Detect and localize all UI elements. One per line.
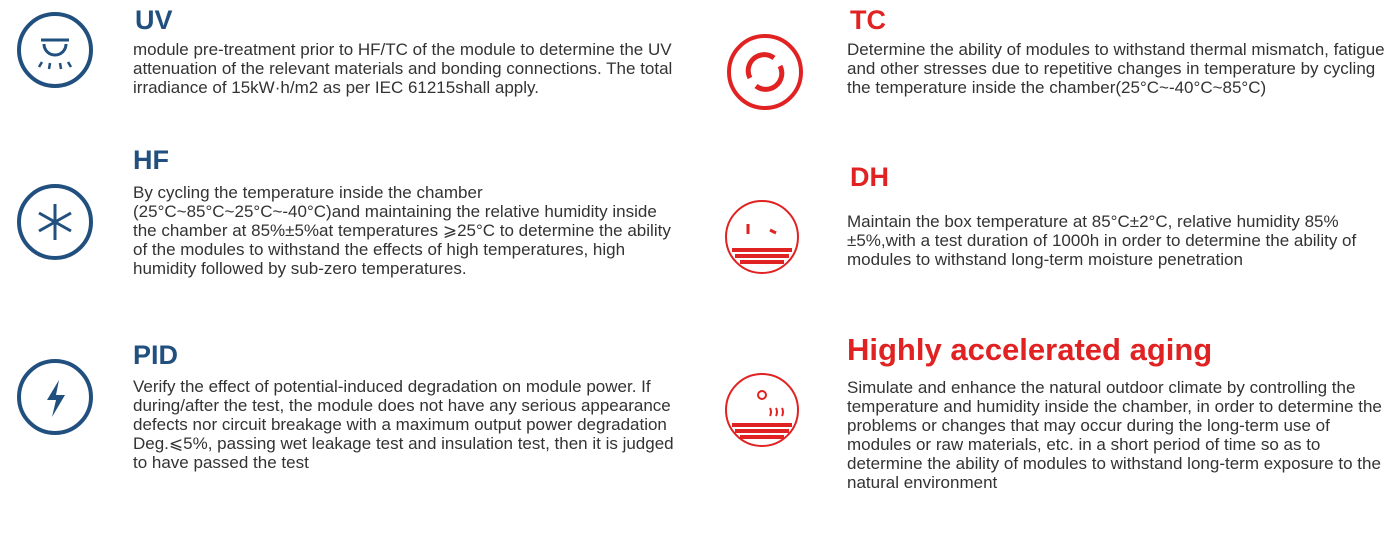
dh-icon	[725, 200, 799, 274]
description: Maintain the box temperature at 85°C±2°C…	[847, 212, 1357, 269]
title: UV	[135, 5, 173, 35]
title: Highly accelerated aging	[847, 332, 1213, 367]
title: DH	[850, 162, 889, 192]
description: Simulate and enhance the natural outdoor…	[847, 378, 1382, 492]
description: module pre-treatment prior to HF/TC of t…	[133, 40, 673, 97]
hf-icon	[17, 184, 93, 260]
tc-icon	[727, 34, 803, 110]
uv-icon	[17, 12, 93, 88]
pid-icon	[17, 359, 93, 435]
title: TC	[850, 5, 886, 35]
description: Determine the ability of modules to with…	[847, 40, 1385, 97]
description: Verify the effect of potential-induced d…	[133, 377, 674, 472]
title: HF	[133, 145, 169, 175]
title: PID	[133, 340, 179, 370]
description: By cycling the temperature inside the ch…	[133, 183, 671, 278]
haa-icon	[725, 373, 799, 447]
